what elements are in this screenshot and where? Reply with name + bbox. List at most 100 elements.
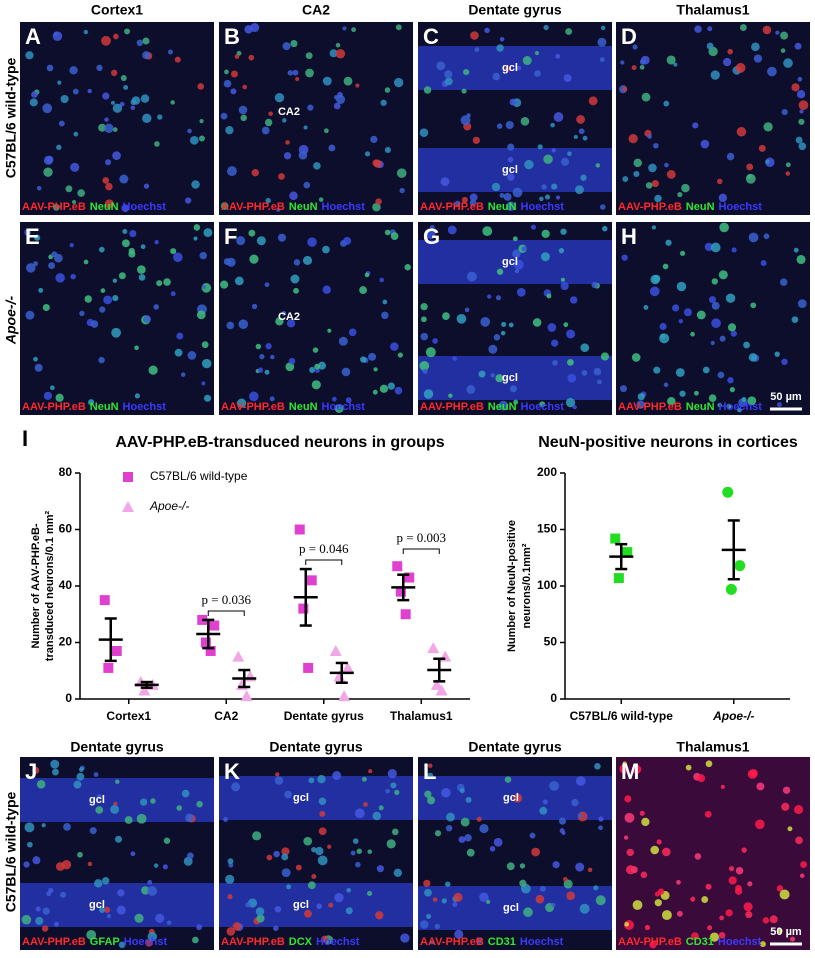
cell xyxy=(307,237,317,247)
channel-name: NeuN xyxy=(686,401,715,413)
cell xyxy=(447,225,457,235)
cell xyxy=(730,330,737,337)
cell xyxy=(298,150,308,160)
cell xyxy=(283,152,292,160)
cell xyxy=(274,905,282,913)
cell xyxy=(41,925,49,932)
cell xyxy=(255,907,265,916)
cell xyxy=(539,401,546,408)
cell xyxy=(479,892,489,902)
cell xyxy=(679,390,686,397)
cell xyxy=(234,54,240,59)
data-point xyxy=(232,650,245,662)
cell xyxy=(311,846,317,853)
cell xyxy=(58,120,65,127)
cell xyxy=(124,28,131,35)
legend-label: C57BL/6 wild-type xyxy=(150,469,248,483)
cell xyxy=(79,310,85,317)
cell xyxy=(25,51,34,60)
cell xyxy=(783,58,793,68)
cell xyxy=(138,274,146,281)
cell xyxy=(498,400,509,411)
cell xyxy=(664,162,669,168)
column-header: Dentate gyrus xyxy=(468,739,562,755)
cell xyxy=(55,862,65,871)
cell xyxy=(308,777,315,784)
significance-bracket xyxy=(305,559,343,565)
cell xyxy=(507,173,515,181)
y-tick-label: 0 xyxy=(550,691,557,705)
channel-name: NeuN xyxy=(488,401,517,413)
cell xyxy=(743,341,750,349)
cell xyxy=(464,834,472,842)
cell xyxy=(706,42,714,50)
cell xyxy=(796,254,806,265)
cell xyxy=(729,387,736,393)
cell xyxy=(705,760,713,768)
cell xyxy=(70,162,80,172)
cell xyxy=(727,377,734,384)
cell xyxy=(105,159,112,166)
x-tick-label: Cortex1 xyxy=(106,709,151,723)
y-tick-label: 150 xyxy=(537,522,557,536)
cell xyxy=(231,782,241,792)
cell xyxy=(489,846,496,852)
cell-layer xyxy=(418,148,612,192)
cell xyxy=(791,316,799,323)
cell xyxy=(567,373,577,383)
cell xyxy=(293,259,301,266)
cell xyxy=(624,795,632,803)
column-header: CA2 xyxy=(302,2,330,18)
channel-name: Hoechst xyxy=(123,201,167,213)
data-point xyxy=(435,684,448,696)
cell xyxy=(176,805,183,811)
x-tick-label: Dentate gyrus xyxy=(284,709,364,723)
cell xyxy=(155,913,165,923)
cell xyxy=(201,381,206,386)
cell xyxy=(63,822,71,831)
channel-caption: AAV-PHP.eB GFAP Hoechst xyxy=(22,936,167,948)
cell xyxy=(55,393,64,402)
cell xyxy=(780,31,789,40)
cell xyxy=(711,301,720,310)
cell xyxy=(697,774,706,783)
cell xyxy=(529,832,536,839)
micrograph: H AAV-PHP.eB NeuN Hoechst 50 µm xyxy=(616,222,810,415)
cell xyxy=(424,888,432,897)
cell xyxy=(785,171,790,176)
cell xyxy=(220,202,229,210)
cell xyxy=(234,276,244,286)
chart-title: AAV-PHP.eB-transduced neurons in groups xyxy=(115,434,444,451)
cell xyxy=(34,363,43,372)
micrograph: E AAV-PHP.eB NeuN Hoechst xyxy=(20,222,214,415)
cell xyxy=(96,64,103,72)
cell xyxy=(187,128,192,134)
cell xyxy=(476,816,482,822)
cell xyxy=(257,367,264,373)
cell xyxy=(303,125,308,130)
cell xyxy=(136,39,144,47)
cell xyxy=(541,229,550,239)
cell xyxy=(48,262,56,270)
panel-letter: A xyxy=(25,24,41,49)
p-value: p = 0.046 xyxy=(299,541,349,556)
cell xyxy=(490,373,495,378)
cell xyxy=(341,367,351,377)
region-label: gcl xyxy=(293,899,309,911)
cell xyxy=(390,782,397,789)
cell xyxy=(621,254,628,261)
cell xyxy=(157,114,163,120)
cell xyxy=(560,157,570,166)
cell xyxy=(632,44,638,50)
cell xyxy=(55,273,65,283)
cell xyxy=(89,827,97,835)
cell xyxy=(140,244,146,250)
micrograph-background xyxy=(616,222,810,415)
legend-marker xyxy=(123,472,133,482)
cell xyxy=(580,343,590,353)
cell xyxy=(600,352,610,361)
cell xyxy=(598,816,604,822)
cell xyxy=(238,319,249,329)
cell xyxy=(516,65,522,71)
region-label: gcl xyxy=(502,164,518,176)
